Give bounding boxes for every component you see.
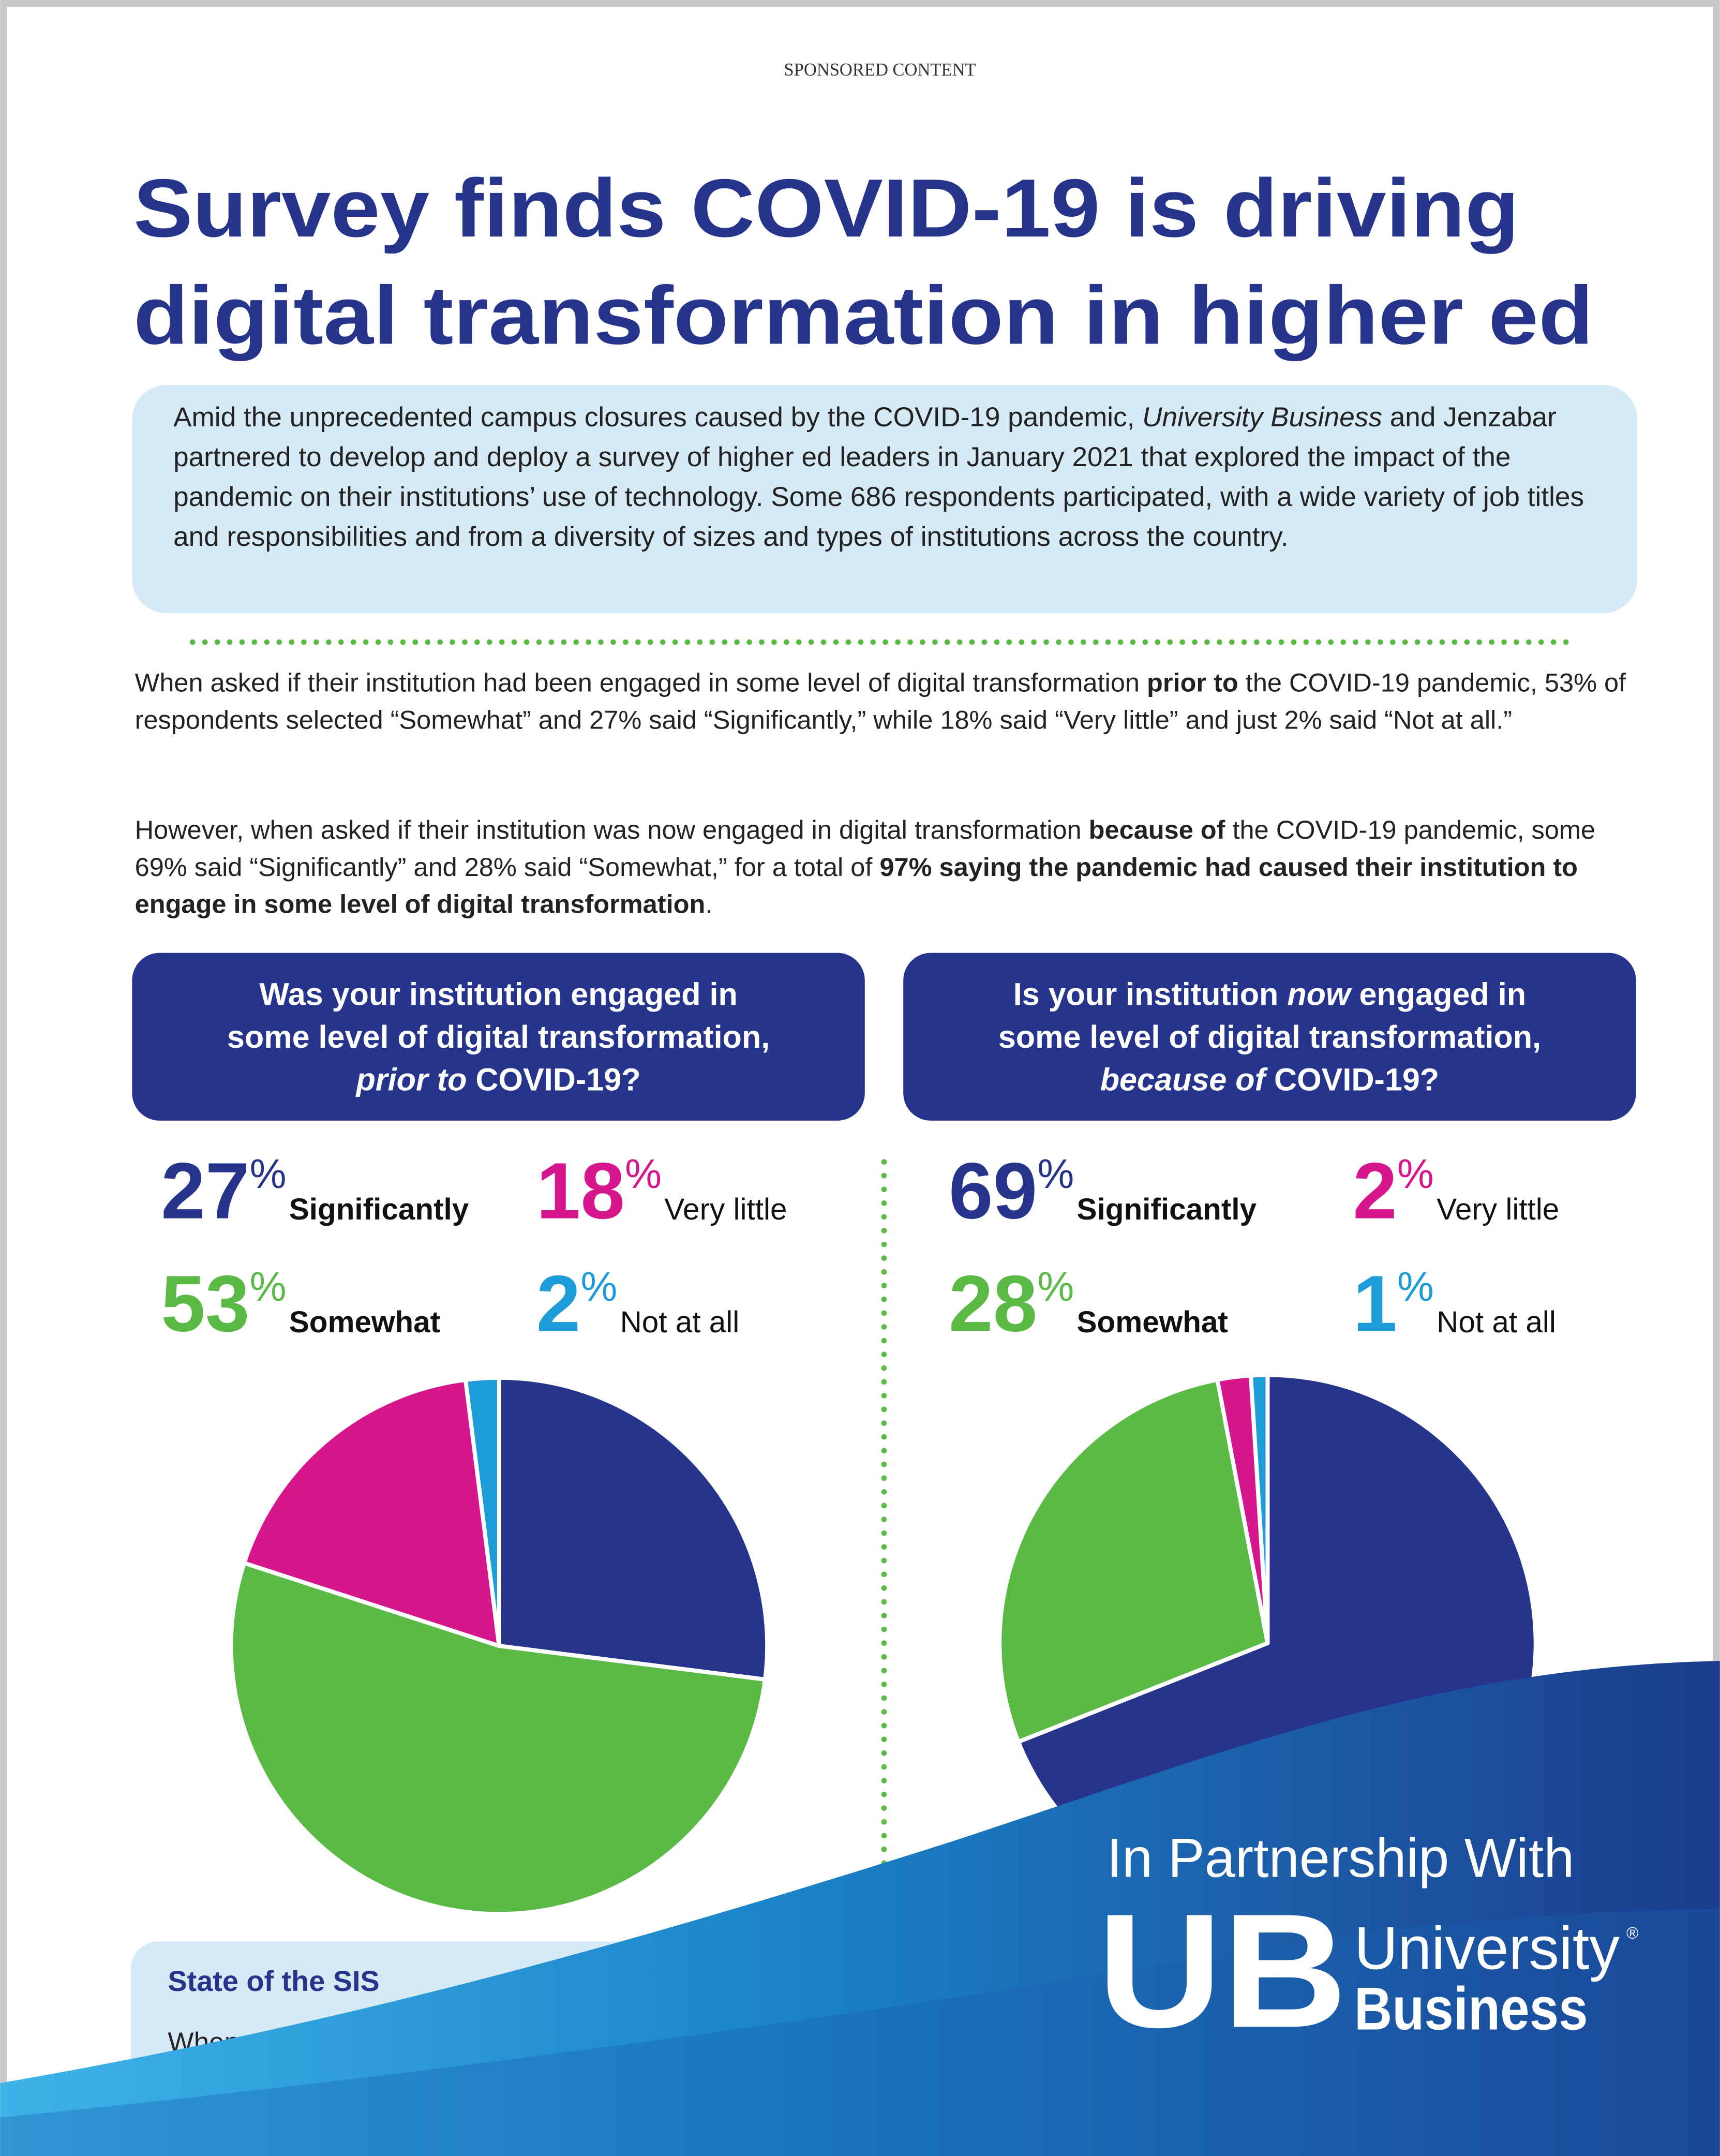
value-label: 1%: [1353, 1258, 1434, 1348]
text-run: some level of digital transformation,: [998, 1019, 1541, 1054]
category-label: Somewhat: [289, 1305, 440, 1339]
value-label: 18%: [536, 1146, 662, 1236]
category-label: Very little: [664, 1193, 787, 1226]
pie-slice: [497, 1375, 770, 1682]
logo-registered: ®: [1626, 1924, 1639, 1942]
value-label: 27%: [161, 1146, 286, 1236]
text-run: Was your institution engaged in: [259, 977, 738, 1012]
text-run: the COVID-19 pandemic, some 69% said “Si…: [134, 816, 1596, 883]
text-run: Amid the unprecedented campus closures c…: [173, 403, 1143, 434]
paragraph: When asked if their institution had been…: [135, 665, 1626, 740]
intro-box: [132, 385, 1638, 614]
footer-tagline: In Partnership With: [1107, 1827, 1575, 1889]
para-wrap: However, when asked if their institution…: [135, 813, 1626, 924]
category-label: Not at all: [620, 1305, 740, 1339]
pie-slice: [229, 1560, 768, 1916]
value-label: 53%: [161, 1258, 286, 1348]
text-run: because of: [1100, 1062, 1268, 1097]
text-run: University Business: [1142, 403, 1382, 434]
title-line: digital transformation in higher ed: [133, 269, 1593, 361]
text-run: 97% saying the pandemic had caused their…: [134, 854, 1578, 920]
category-label: Significantly: [1077, 1193, 1257, 1226]
logo-brand: University: [1354, 1914, 1620, 1982]
intro-text: Amid the unprecedented campus closures c…: [173, 399, 1589, 558]
pie-slice: [242, 1377, 501, 1648]
question-line: some level of digital transformation,: [227, 1019, 770, 1054]
logo-mark: UB: [1097, 1880, 1348, 2061]
text-run: and Jenzabar partnered to develop and de…: [173, 403, 1584, 553]
category-label: Not at all: [1437, 1305, 1556, 1339]
question-line: Is your institution now engaged in: [1013, 977, 1526, 1012]
pie-slice: [463, 1375, 501, 1648]
title-line: Survey finds COVID-19 is driving: [133, 162, 1519, 254]
text-run: engaged in: [1351, 977, 1527, 1012]
text-run: some level of digital transformation,: [227, 1019, 770, 1054]
text-run: prior to: [355, 1062, 467, 1097]
text-run: prior to: [1147, 670, 1238, 699]
logo-brand: Business: [1354, 1975, 1588, 2043]
text-run: Is your institution: [1013, 977, 1288, 1012]
pie-slice: [1248, 1373, 1270, 1645]
paragraph: However, when asked if their institution…: [135, 813, 1626, 924]
sidebar-title: State of the SIS: [168, 1965, 379, 1997]
text-run: COVID-19?: [467, 1062, 640, 1097]
value-label: 2%: [1353, 1146, 1434, 1236]
pie-slice: [997, 1377, 1270, 1744]
question-line: Was your institution engaged in: [259, 977, 738, 1012]
question-box: [132, 953, 865, 1121]
category-label: Very little: [1437, 1193, 1559, 1226]
question-box: [903, 953, 1636, 1121]
text-run: now: [1287, 977, 1352, 1012]
text-run: the COVID-19 pandemic, 53% of respondent…: [134, 670, 1626, 736]
question-line: some level of digital transformation,: [998, 1019, 1541, 1054]
value-label: 69%: [949, 1146, 1074, 1236]
text-run: However, when asked if their institution…: [134, 816, 1089, 846]
para-wrap: When asked if their institution had been…: [135, 665, 1626, 740]
sponsored-label: SPONSORED CONTENT: [784, 60, 976, 80]
intro-wrap: Amid the unprecedented campus closures c…: [173, 399, 1589, 558]
category-label: Somewhat: [1077, 1305, 1228, 1339]
footer-wave: [0, 1661, 1720, 2156]
text-run: .: [705, 891, 713, 920]
text-run: When asked if their institution had been…: [134, 670, 1147, 699]
text-run: COVID-19?: [1265, 1062, 1439, 1097]
question-line: because of COVID-19?: [1100, 1062, 1439, 1097]
text-run: because of: [1088, 816, 1225, 846]
footer-wave-shade: [0, 1908, 1720, 2156]
category-label: Significantly: [289, 1193, 469, 1226]
value-label: 28%: [949, 1258, 1074, 1348]
value-label: 2%: [536, 1258, 618, 1348]
question-line: prior to COVID-19?: [355, 1062, 641, 1097]
